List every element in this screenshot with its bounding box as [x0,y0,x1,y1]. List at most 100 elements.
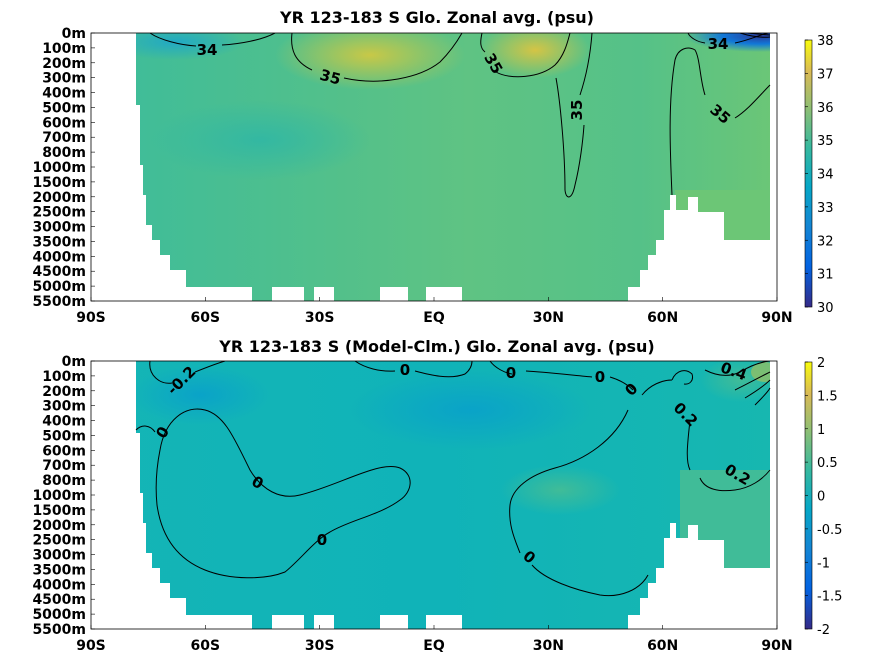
y-tick-label-top-0: 0m [62,26,86,42]
colorbar-tick-label-top-7: 37 [817,67,834,82]
chart-title-top: YR 123-183 S Glo. Zonal avg. (psu) [279,8,594,27]
y-tick-label-top-10: 1500m [32,175,86,191]
x-tick-label-top-0: 90S [76,310,106,326]
contour-label-top-4: 35 [568,100,586,121]
field-subtrop-s [275,33,465,90]
y-tick-label-bot-2: 200m [42,384,86,400]
mask-antarctica-bottom [91,361,186,615]
field-anom-neg-mid [350,370,590,450]
colorbar-tick-label-bot-8: -2 [817,623,830,638]
mask-arctic [770,33,777,170]
contour-label-top-1: 34 [197,41,218,59]
colorbar-tick-label-bot-2: 1 [817,423,825,438]
contour-34-south [149,33,276,47]
y-tick-label-top-17: 5000m [32,279,86,295]
mask-seafloor [91,170,777,301]
x-tick-label-bot-2: 30S [305,638,335,654]
y-tick-label-bot-1: 100m [42,369,86,385]
plot-area-bottom: -0.2 0 0 0 0 0 0 0 0 0.2 0.2 0.4 [91,361,777,629]
colorbar-tick-label-bot-6: -1 [817,556,830,571]
contour-arctic-inner-2 [704,361,771,376]
y-tick-label-top-18: 5500m [32,294,86,310]
panel-bottom: YR 123-183 S (Model-Clm.) Glo. Zonal avg… [32,337,842,654]
y-tick-label-bot-5: 500m [42,428,86,444]
x-tick-label-bot-0: 90S [76,638,106,654]
y-tick-label-bot-13: 3000m [32,548,86,564]
mask-seafloor-bottom [91,498,777,629]
y-axis-bottom: 0m100m200m300m400m500m600m700m800m1000m1… [32,354,95,638]
mask-arctic-bottom [770,361,777,498]
y-tick-label-top-12: 2500m [32,205,86,221]
contour-0-south-outer [135,425,156,433]
colorbar-ticks-bottom: 2 1.5 1 0.5 0 -0.5 -1 -1.5 -2 [805,356,842,638]
contour-0-north [509,409,649,597]
y-tick-label-bot-18: 5500m [32,622,86,638]
y-tick-label-bot-7: 700m [42,458,86,474]
x-tick-label-bot-6: 90N [761,638,792,654]
x-axis-bottom: 90S 60S 30S EQ 30N 60N 90N [76,625,793,654]
y-tick-label-bot-6: 600m [42,443,86,459]
colorbar-tick-label-bot-5: -0.5 [817,523,842,538]
y-tick-label-bot-3: 300m [42,399,86,415]
x-tick-label-top-1: 60S [191,310,221,326]
colorbar-tick-label-bot-7: -1.5 [817,590,842,605]
colorbar-tick-label-bot-0: 2 [817,356,825,371]
colorbar-tick-label-top-4: 34 [817,168,834,183]
colorbar-tick-label-top-2: 32 [817,234,834,249]
colorbar-tick-label-top-6: 36 [817,101,834,116]
contour-label-bot-4: 0 [317,531,327,549]
x-tick-label-bot-3: EQ [423,638,445,654]
contour-m02-south [149,361,226,384]
contour-label-bot-6: 0 [506,364,516,382]
x-tick-label-top-3: EQ [423,310,445,326]
y-tick-label-top-11: 2000m [32,190,86,206]
x-tick-label-top-6: 90N [761,310,792,326]
plot-area-top: 34 35 35 35 34 35 [91,33,777,301]
y-tick-label-bot-15: 4000m [32,577,86,593]
contour-02-north [641,379,771,492]
contour-label-bot-7: 0 [595,368,605,386]
field-subtrop-n [480,33,590,78]
field-anom-pos-n [500,465,620,515]
y-tick-label-bot-4: 400m [42,414,86,430]
x-tick-label-bot-5: 60N [647,638,678,654]
y-tick-label-top-8: 800m [42,145,86,161]
colorbar-tick-label-top-8: 38 [817,34,834,49]
contour-35-north-b [555,33,593,198]
y-tick-label-bot-11: 2000m [32,518,86,534]
y-tick-label-bot-8: 800m [42,473,86,489]
contour-0-upper [354,361,473,378]
y-tick-label-top-6: 600m [42,115,86,131]
x-tick-label-top-4: 30N [533,310,564,326]
contour-arctic-inner-1 [671,370,693,385]
contour-35-north-a [480,33,571,78]
y-tick-label-top-14: 3500m [32,234,86,250]
y-tick-label-bot-10: 1500m [32,503,86,519]
field-fresh-s [105,33,245,60]
contour-35-south [291,33,463,82]
y-tick-label-top-3: 300m [42,71,86,87]
y-tick-label-top-13: 3000m [32,220,86,236]
y-tick-label-top-7: 700m [42,130,86,146]
chart-title-bottom: YR 123-183 S (Model-Clm.) Glo. Zonal avg… [218,337,655,356]
y-tick-label-top-4: 400m [42,86,86,102]
panel-top: YR 123-183 S Glo. Zonal avg. (psu) 34 3 [32,8,834,326]
x-tick-label-top-2: 30S [305,310,335,326]
y-tick-label-top-15: 4000m [32,249,86,265]
colorbar-tick-label-top-0: 30 [817,301,834,316]
y-tick-label-top-9: 1000m [32,160,86,176]
contour-0-south [155,408,411,579]
contour-arctic-inner-3 [734,371,771,406]
y-tick-label-top-16: 4500m [32,264,86,280]
field-aaiw-top [150,100,370,180]
colorbar-tick-label-bot-1: 1.5 [817,389,838,404]
contour-label-top-5: 34 [708,35,729,53]
y-tick-label-bot-17: 5000m [32,607,86,623]
y-tick-label-bot-12: 2500m [32,533,86,549]
x-tick-label-bot-1: 60S [191,638,221,654]
colorbar-tick-label-bot-4: 0 [817,490,825,505]
y-tick-label-bot-9: 1000m [32,488,86,504]
contour-35-arctic [669,47,771,196]
y-tick-label-top-5: 500m [42,100,86,116]
colorbar-ticks-top: 30 31 32 33 34 35 36 37 38 [805,34,834,316]
